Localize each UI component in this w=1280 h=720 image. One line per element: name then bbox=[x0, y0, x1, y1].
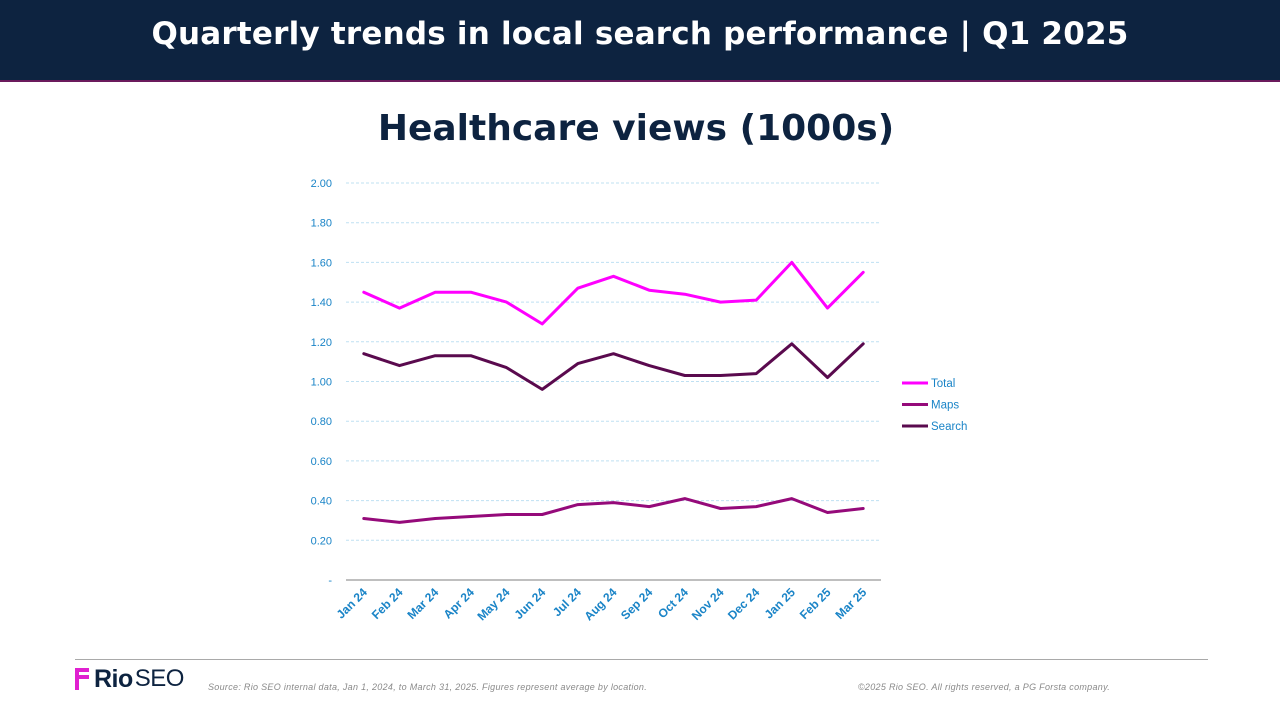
data-point-search bbox=[683, 374, 686, 377]
data-point-total bbox=[790, 261, 793, 264]
data-point-maps bbox=[683, 497, 686, 500]
data-point-search bbox=[398, 364, 401, 367]
data-point-maps bbox=[612, 501, 615, 504]
data-point-total bbox=[434, 291, 437, 294]
x-tick-label: Apr 24 bbox=[441, 585, 478, 622]
legend-label-maps: Maps bbox=[931, 400, 959, 412]
data-point-total bbox=[826, 307, 829, 310]
data-point-maps bbox=[790, 497, 793, 500]
x-tick-label: Jun 24 bbox=[512, 585, 549, 622]
y-tick-label: 2.00 bbox=[311, 178, 332, 190]
series-line-search bbox=[362, 342, 865, 391]
data-point-total bbox=[612, 275, 615, 278]
y-tick-label: 1.40 bbox=[311, 297, 332, 309]
data-point-search bbox=[362, 352, 365, 355]
series-line-maps bbox=[362, 497, 865, 524]
data-point-total bbox=[469, 291, 472, 294]
data-point-total bbox=[541, 323, 544, 326]
data-point-total bbox=[683, 293, 686, 296]
data-point-search bbox=[612, 352, 615, 355]
data-point-total bbox=[755, 299, 758, 302]
data-point-maps bbox=[505, 513, 508, 516]
header-bar: Quarterly trends in local search perform… bbox=[0, 0, 1280, 82]
data-point-maps bbox=[719, 507, 722, 510]
data-point-maps bbox=[755, 505, 758, 508]
data-point-total bbox=[362, 291, 365, 294]
data-point-search bbox=[862, 342, 865, 345]
source-note: Source: Rio SEO internal data, Jan 1, 20… bbox=[208, 682, 648, 692]
y-tick-label: 1.80 bbox=[311, 218, 332, 230]
x-tick-label: Nov 24 bbox=[689, 585, 727, 623]
data-point-maps bbox=[541, 513, 544, 516]
data-point-search bbox=[648, 364, 651, 367]
x-tick-label: Mar 25 bbox=[832, 585, 869, 622]
data-point-search bbox=[826, 376, 829, 379]
x-tick-label: Feb 25 bbox=[797, 585, 834, 622]
y-tick-label: 0.80 bbox=[311, 416, 332, 428]
y-tick-label: 0.60 bbox=[311, 456, 332, 468]
series-line-total bbox=[362, 260, 865, 326]
x-tick-label: Dec 24 bbox=[725, 585, 762, 622]
x-tick-label: Mar 24 bbox=[404, 585, 441, 622]
x-tick-label: Sep 24 bbox=[618, 585, 655, 622]
y-tick-label: - bbox=[328, 575, 332, 587]
data-point-search bbox=[469, 354, 472, 357]
data-point-search bbox=[576, 362, 579, 365]
x-tick-label: Oct 24 bbox=[655, 585, 691, 621]
x-tick-label: Jan 25 bbox=[762, 585, 799, 622]
logo-text-seo: SEO bbox=[134, 665, 185, 692]
y-tick-label: 0.20 bbox=[311, 535, 332, 547]
y-tick-label: 1.00 bbox=[311, 377, 332, 389]
rio-logo-mark-icon bbox=[75, 668, 91, 690]
data-point-maps bbox=[434, 517, 437, 520]
data-point-total bbox=[648, 289, 651, 292]
page-title: Quarterly trends in local search perform… bbox=[151, 16, 1129, 52]
x-tick-label: Jan 24 bbox=[334, 585, 371, 622]
footer-divider bbox=[75, 659, 1208, 660]
data-point-search bbox=[434, 354, 437, 357]
data-point-maps bbox=[362, 517, 365, 520]
y-tick-label: 1.20 bbox=[311, 337, 332, 349]
data-point-maps bbox=[648, 505, 651, 508]
data-point-search bbox=[505, 366, 508, 369]
data-point-total bbox=[719, 301, 722, 304]
data-point-total bbox=[505, 301, 508, 304]
data-point-total bbox=[576, 287, 579, 290]
data-point-total bbox=[398, 307, 401, 310]
data-point-search bbox=[755, 372, 758, 375]
data-point-search bbox=[790, 342, 793, 345]
data-point-search bbox=[719, 374, 722, 377]
x-tick-label: Feb 24 bbox=[369, 585, 406, 622]
data-point-maps bbox=[576, 503, 579, 506]
rio-seo-logo: Rio SEO bbox=[75, 664, 185, 693]
data-point-maps bbox=[826, 511, 829, 514]
y-tick-label: 1.60 bbox=[311, 257, 332, 269]
data-point-maps bbox=[398, 521, 401, 524]
x-tick-label: May 24 bbox=[474, 585, 512, 623]
data-point-maps bbox=[862, 507, 865, 510]
legend-label-total: Total bbox=[931, 378, 955, 390]
chart-title: Healthcare views (1000s) bbox=[377, 108, 895, 149]
legend-label-search: Search bbox=[931, 421, 967, 433]
copyright-note: ©2025 Rio SEO. All rights reserved, a PG… bbox=[858, 682, 1111, 692]
x-tick-label: Aug 24 bbox=[581, 585, 619, 623]
data-point-total bbox=[862, 271, 865, 274]
logo-text-rio: Rio bbox=[94, 664, 133, 693]
data-point-maps bbox=[469, 515, 472, 518]
y-tick-label: 0.40 bbox=[311, 496, 332, 508]
data-point-search bbox=[541, 388, 544, 391]
x-tick-label: Jul 24 bbox=[550, 585, 584, 619]
